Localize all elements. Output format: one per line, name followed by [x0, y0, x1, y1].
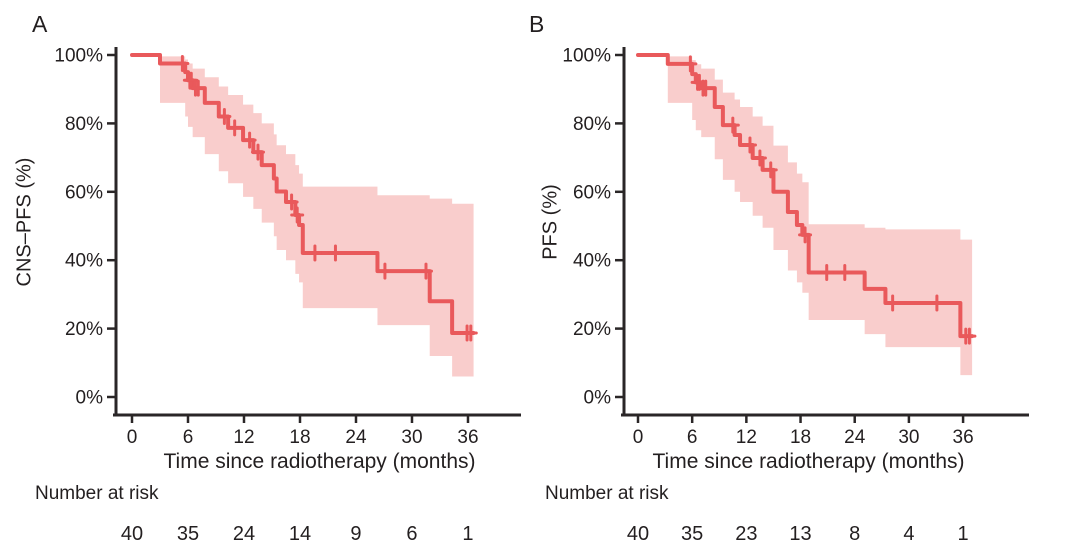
confidence-band [667, 56, 973, 376]
y-tick-label: 80% [65, 114, 103, 135]
x-tick-label: 30 [401, 427, 422, 448]
y-tick-label: 100% [562, 46, 611, 67]
risk-count: 14 [289, 523, 311, 545]
risk-count: 1 [958, 523, 969, 545]
panel-label-a: A [32, 11, 48, 37]
risk-count: 35 [177, 523, 199, 545]
x-tick-label: 12 [736, 427, 757, 448]
number-at-risk-label-a: Number at risk [35, 483, 159, 504]
y-tick-label: 20% [573, 319, 611, 340]
km-plot-panel-b: 0% 20% 40% 60% 80% 100% 0 6 12 18 24 30 36 40 35 23 13 8 4… [562, 46, 1029, 545]
x-tick-label: 6 [687, 427, 698, 448]
risk-count: 4 [903, 523, 914, 545]
panel-label-b: B [529, 11, 545, 37]
risk-count: 23 [735, 523, 757, 545]
number-at-risk-label-b: Number at risk [545, 483, 669, 504]
risk-count: 40 [627, 523, 649, 545]
risk-count: 6 [406, 523, 417, 545]
x-tick-label: 12 [233, 427, 254, 448]
y-tick-label: 20% [65, 319, 103, 340]
x-tick-label: 18 [790, 427, 811, 448]
risk-count: 8 [849, 523, 860, 545]
y-tick-label: 40% [65, 251, 103, 272]
x-tick-label: 24 [844, 427, 866, 448]
y-tick-label: 40% [573, 251, 611, 272]
x-tick-label: 0 [633, 427, 644, 448]
risk-count: 40 [121, 523, 143, 545]
x-tick-label: 0 [127, 427, 138, 448]
y-tick-label: 100% [54, 46, 103, 67]
x-axis-title-a: Time since radiotherapy (months) [163, 450, 476, 473]
y-tick-label: 60% [573, 182, 611, 203]
x-tick-label: 30 [898, 427, 919, 448]
x-tick-label: 36 [953, 427, 974, 448]
risk-count: 13 [789, 523, 811, 545]
y-axis-title-cns-pfs: CNS–PFS (%) [13, 157, 36, 287]
x-tick-label: 24 [345, 427, 367, 448]
y-axis-title-pfs: PFS (%) [539, 184, 562, 260]
y-tick-label: 0% [584, 388, 612, 409]
risk-count: 1 [462, 523, 473, 545]
x-axis-title-b: Time since radiotherapy (months) [652, 450, 965, 473]
risk-count: 9 [350, 523, 361, 545]
confidence-band [159, 56, 474, 377]
risk-count: 24 [233, 523, 255, 545]
y-tick-label: 0% [76, 388, 104, 409]
risk-count: 35 [681, 523, 703, 545]
y-tick-label: 80% [573, 114, 611, 135]
y-tick-label: 60% [65, 182, 103, 203]
km-plot-panel-a: 0% 20% 40% 60% 80% 100% 0 6 12 18 24 30 36 40 35 24 14 9 6… [54, 46, 521, 545]
x-tick-label: 18 [289, 427, 310, 448]
x-tick-label: 36 [457, 427, 478, 448]
x-tick-label: 6 [183, 427, 194, 448]
